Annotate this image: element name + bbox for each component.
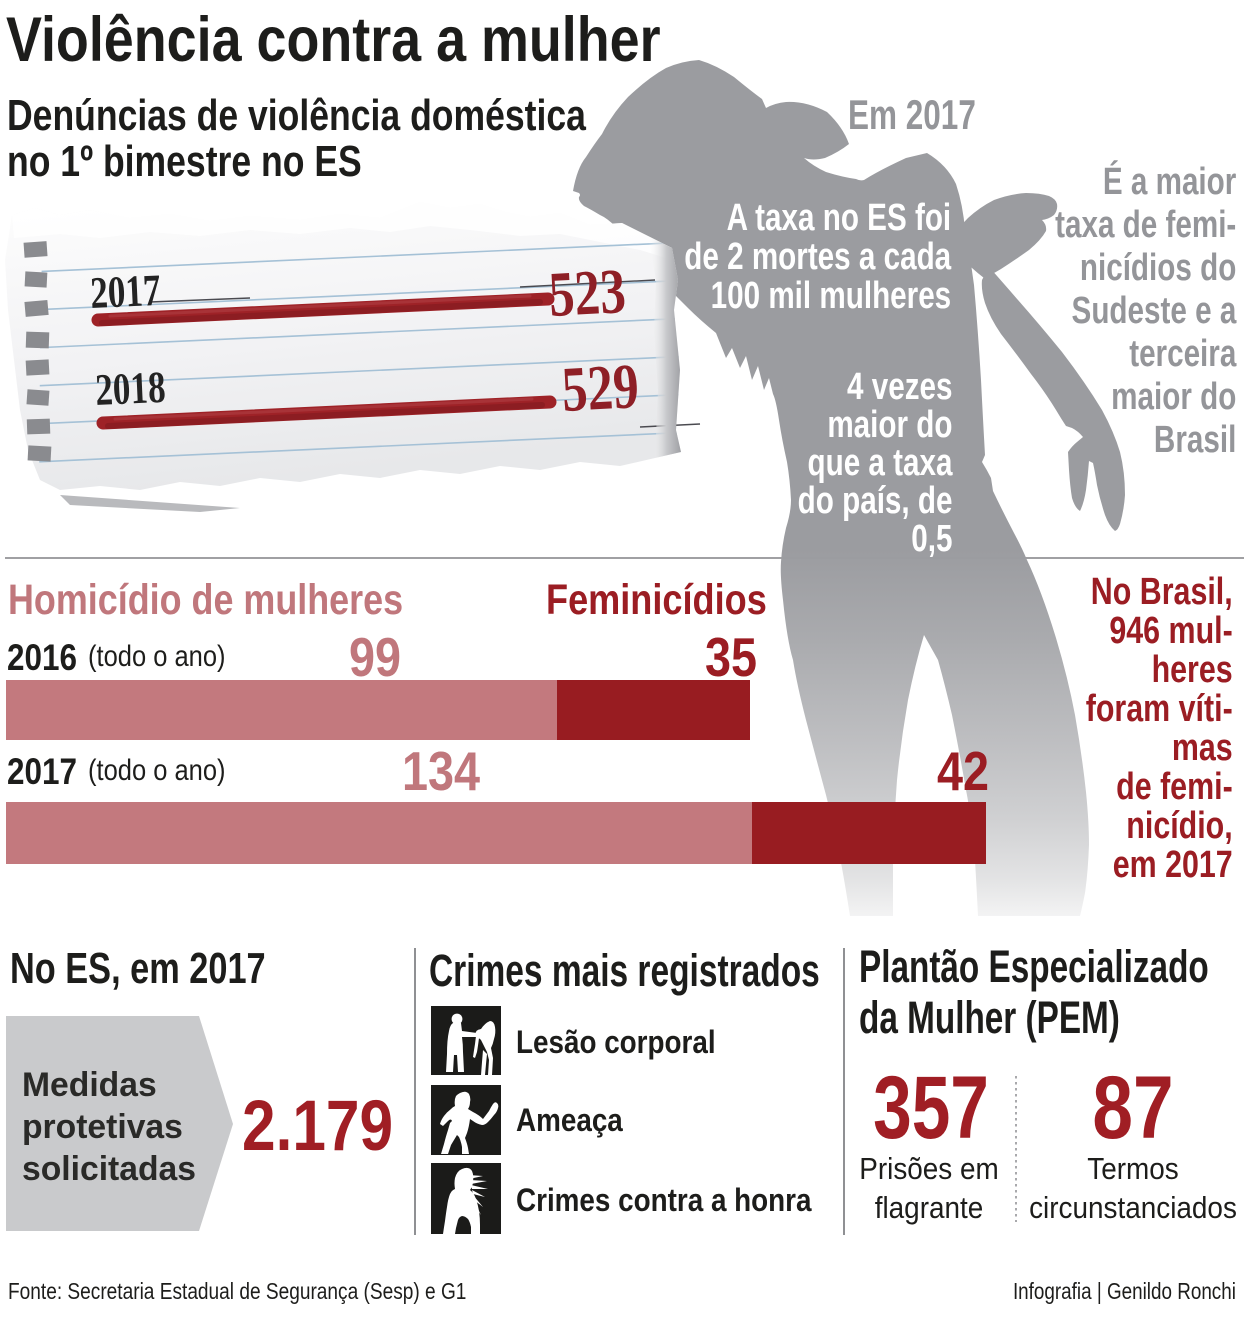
- svg-text:2017: 2017: [89, 265, 161, 318]
- svg-text:523: 523: [547, 255, 627, 331]
- svg-text:529: 529: [560, 350, 640, 426]
- svg-text:2018: 2018: [94, 362, 166, 415]
